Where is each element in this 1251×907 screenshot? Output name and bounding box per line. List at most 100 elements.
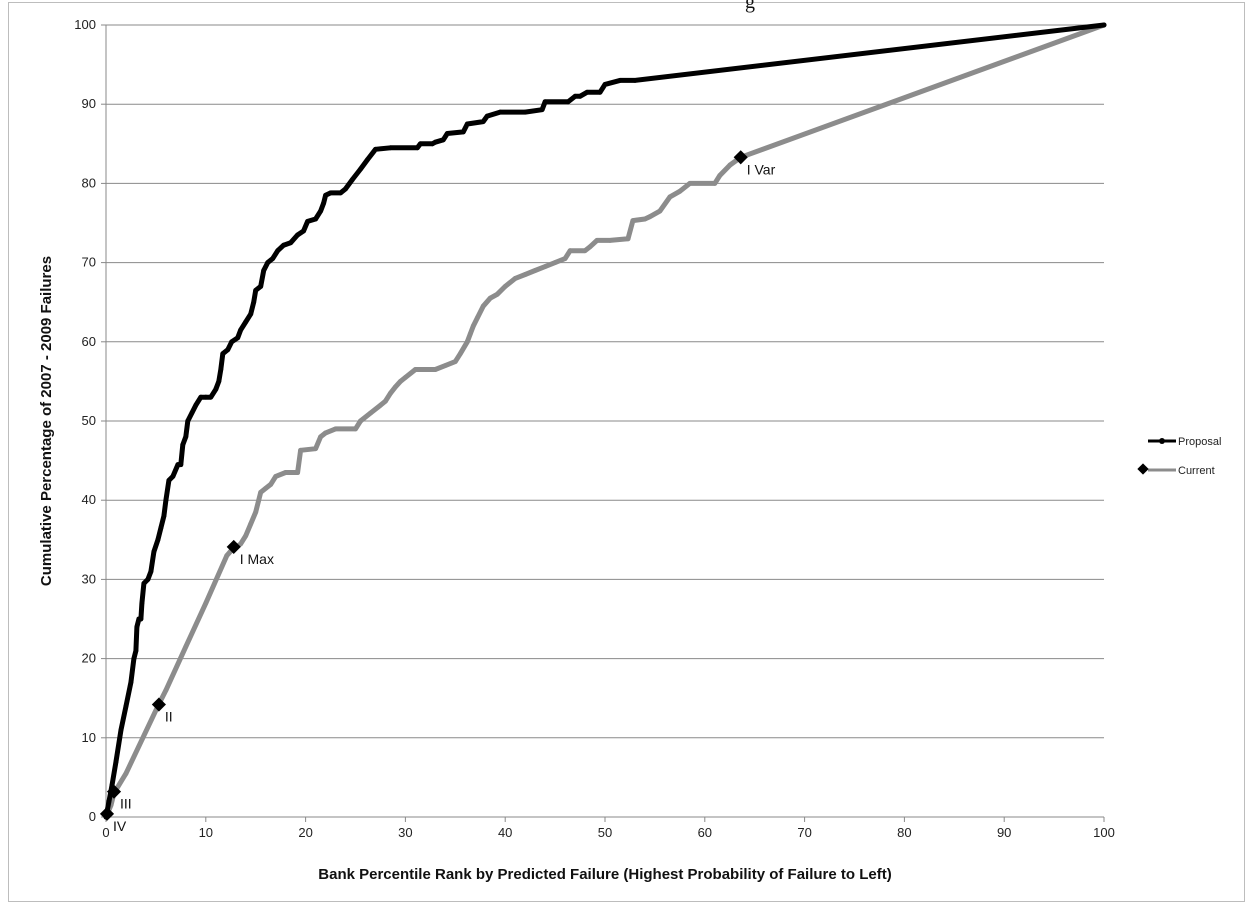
data-point-current-19 [283,470,288,475]
y-tick-label-0: 0 [89,809,96,824]
data-point-current-38 [452,359,458,364]
data-point-proposal-32 [208,394,214,400]
data-point-proposal-50 [281,242,286,248]
data-point-proposal-36 [220,351,226,357]
data-point-proposal-79 [539,107,545,113]
data-point-current-40 [464,339,470,345]
data-point-proposal-21 [166,478,172,483]
data-point-proposal-4 [118,727,124,733]
data-point-current-8 [224,553,230,558]
data-point-current-31 [388,390,393,396]
diamond-marker-i-max [226,539,241,554]
data-point-current-33 [398,379,403,384]
data-point-current-20 [295,470,300,475]
x-tick-label-60: 60 [698,825,712,840]
data-point-current-56 [587,244,593,250]
x-tick-label-100: 100 [1093,825,1115,840]
data-point-proposal-89 [1101,22,1107,28]
data-point-current-63 [657,208,663,214]
data-point-current-49 [522,272,528,277]
data-point-current-3 [123,771,129,776]
data-point-current-47 [502,284,508,289]
data-point-proposal-6 [128,680,134,685]
data-point-proposal-45 [258,284,264,289]
data-point-proposal-12 [139,600,145,606]
x-tick-label-10: 10 [199,825,213,840]
data-point-current-52 [552,260,558,265]
data-point-proposal-44 [253,287,259,293]
data-point-proposal-25 [180,442,186,448]
data-point-current-65 [677,188,683,194]
data-point-current-24 [323,430,328,436]
data-point-proposal-15 [148,569,154,574]
data-point-proposal-8 [133,648,139,654]
data-point-proposal-47 [265,260,271,265]
series-layer [103,22,1107,820]
diamond-marker-i-var [733,150,748,165]
data-point-current-7 [203,600,209,606]
data-point-proposal-80 [542,99,548,105]
annotation-label-iii: III [120,796,132,812]
data-point-current-13 [248,521,254,527]
legend: Proposal Current [1137,436,1221,477]
data-point-proposal-56 [318,208,323,214]
data-point-proposal-19 [161,513,167,519]
data-point-current-66 [687,181,693,186]
data-point-proposal-59 [328,190,333,196]
y-tick-label-20: 20 [82,651,96,666]
data-point-current-57 [594,238,600,243]
axes [101,24,1105,822]
data-point-proposal-14 [145,577,151,582]
data-point-proposal-60 [338,190,343,196]
data-point-proposal-57 [321,200,326,206]
data-point-current-51 [542,264,548,269]
data-point-proposal-18 [158,525,164,531]
y-tick-label-100: 100 [74,17,96,32]
data-point-proposal-77 [497,109,503,115]
legend-label-proposal: Proposal [1178,436,1221,448]
data-point-proposal-27 [185,418,191,424]
data-point-current-60 [630,218,636,224]
data-point-current-27 [358,418,363,424]
data-point-proposal-48 [270,256,276,261]
data-point-current-36 [432,367,438,372]
legend-marker-current [1137,463,1149,475]
data-point-proposal-13 [141,581,147,586]
data-point-current-29 [378,402,383,408]
page-title-fragment: g [745,0,755,13]
data-point-proposal-16 [151,549,157,555]
y-tick-label-60: 60 [82,334,96,349]
data-point-proposal-11 [138,616,144,622]
data-point-proposal-61 [343,186,348,192]
data-point-current-67 [712,181,718,186]
data-point-proposal-82 [572,93,578,99]
y-tick-label-90: 90 [82,96,96,111]
data-point-current-48 [512,276,518,281]
data-point-proposal-1 [106,798,112,804]
data-point-proposal-52 [295,232,300,238]
data-point-current-59 [625,236,631,242]
data-point-proposal-41 [243,319,249,325]
x-tick-label-80: 80 [897,825,911,840]
data-point-current-22 [313,446,318,452]
data-point-proposal-34 [216,379,222,384]
data-point-proposal-22 [170,474,176,479]
x-tick-label-30: 30 [398,825,412,840]
data-point-proposal-24 [178,462,184,467]
data-point-proposal-40 [238,327,244,333]
data-point-proposal-9 [134,624,140,630]
data-point-proposal-5 [123,703,129,709]
data-point-proposal-29 [193,402,199,408]
data-point-current-64 [667,194,673,200]
y-tick-label-80: 80 [82,175,96,190]
diamond-marker-iv [99,806,115,821]
x-tick-label-50: 50 [598,825,612,840]
data-point-proposal-55 [313,216,318,222]
data-point-current-32 [393,384,398,390]
legend-label-current: Current [1178,465,1215,477]
x-tick-labels: 0 10 20 30 40 50 60 70 80 90 100 [102,825,1114,840]
data-point-current-42 [470,323,476,329]
data-point-current-14 [253,509,259,515]
